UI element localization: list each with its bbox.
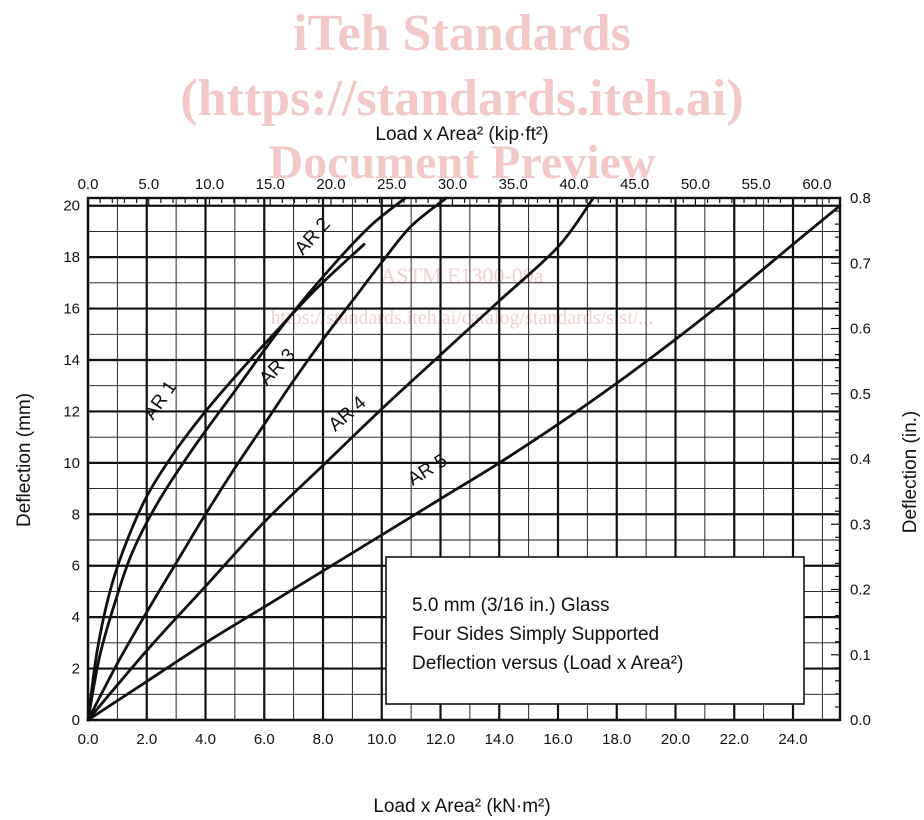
left-tick-label: 8 [72, 506, 80, 523]
left-tick-label: 2 [72, 661, 80, 678]
bottom-tick-label: 16.0 [543, 731, 572, 748]
curve-ar2 [86, 196, 407, 722]
left-tick-label: 0 [72, 712, 80, 729]
watermark-line3: Document Preview [269, 136, 656, 189]
right-tick-label: 0.7 [850, 255, 871, 272]
left-tick-label: 18 [63, 249, 80, 266]
top-tick-label: 40.0 [559, 176, 588, 193]
top-tick-label: 50.0 [681, 176, 710, 193]
curve-ar5 [86, 204, 842, 722]
curve-label-ar2: AR 2 [291, 214, 335, 259]
right-tick-label: 0.5 [850, 386, 871, 403]
top-tick-label: 45.0 [620, 176, 649, 193]
watermark-line5: https://standards.iteh.ai/catalog/standa… [271, 307, 654, 329]
left-tick-label: 16 [63, 301, 80, 318]
right-tick-label: 0.4 [850, 451, 871, 468]
left-tick-label: 4 [72, 609, 80, 626]
bottom-tick-label: 0.0 [78, 731, 99, 748]
bottom-tick-label: 10.0 [367, 731, 396, 748]
right-axis-title: Deflection (in.) [900, 411, 921, 534]
top-tick-label: 0.0 [78, 176, 99, 193]
left-tick-label: 12 [63, 403, 80, 420]
bottom-tick-label: 12.0 [426, 731, 455, 748]
bottom-axis-title: Load x Area² (kN·m²) [373, 796, 550, 817]
right-tick-label: 0.1 [850, 647, 871, 664]
plot-grid [86, 196, 842, 722]
left-tick-label: 14 [63, 352, 80, 369]
top-axis-title: Load x Area² (kip·ft²) [375, 124, 548, 145]
top-tick-label: 25.0 [377, 176, 406, 193]
legend-box: 5.0 mm (3/16 in.) Glass Four Sides Simpl… [385, 556, 805, 705]
legend-line2: Four Sides Simply Supported [412, 624, 659, 645]
top-tick-label: 60.0 [802, 176, 831, 193]
bottom-tick-label: 4.0 [195, 731, 216, 748]
left-tick-label: 6 [72, 558, 80, 575]
bottom-tick-label: 24.0 [778, 731, 807, 748]
left-tick-label: 20 [63, 198, 80, 215]
legend-box-frame [385, 556, 805, 705]
left-tick-label: 10 [63, 455, 80, 472]
top-tick-label: 30.0 [438, 176, 467, 193]
watermark-line1: iTeh Standards [293, 5, 631, 62]
top-tick-label: 15.0 [256, 176, 285, 193]
legend-line3: Deflection versus (Load x Area²) [412, 653, 683, 674]
bottom-tick-label: 22.0 [720, 731, 749, 748]
tick-labels: 0.0 2.0 4.0 6.0 8.0 10.0 12.0 14.0 16.0 18.0 20.0 2… [63, 176, 871, 748]
right-tick-label: 0.6 [850, 321, 871, 338]
bottom-tick-label: 2.0 [136, 731, 157, 748]
curve-label-ar4: AR 4 [325, 392, 371, 436]
top-tick-label: 20.0 [316, 176, 345, 193]
top-tick-label: 55.0 [742, 176, 771, 193]
right-tick-label: 0.0 [850, 712, 871, 729]
watermark-line2: (https://standards.iteh.ai) [180, 70, 743, 127]
top-tick-label: 10.0 [195, 176, 224, 193]
right-tick-label: 0.8 [850, 190, 871, 207]
top-tick-label: 5.0 [138, 176, 159, 193]
bottom-tick-label: 8.0 [313, 731, 334, 748]
bottom-tick-label: 20.0 [661, 731, 690, 748]
top-tick-label: 35.0 [499, 176, 528, 193]
right-tick-label: 0.3 [850, 516, 871, 533]
legend-line1: 5.0 mm (3/16 in.) Glass [412, 595, 609, 616]
curve-ar4 [86, 196, 595, 722]
curve-ar3 [86, 196, 448, 722]
bottom-tick-label: 18.0 [602, 731, 631, 748]
bottom-tick-label: 6.0 [254, 731, 275, 748]
right-tick-label: 0.2 [850, 582, 871, 599]
left-axis-title: Deflection (mm) [14, 393, 35, 527]
bottom-tick-label: 14.0 [485, 731, 514, 748]
